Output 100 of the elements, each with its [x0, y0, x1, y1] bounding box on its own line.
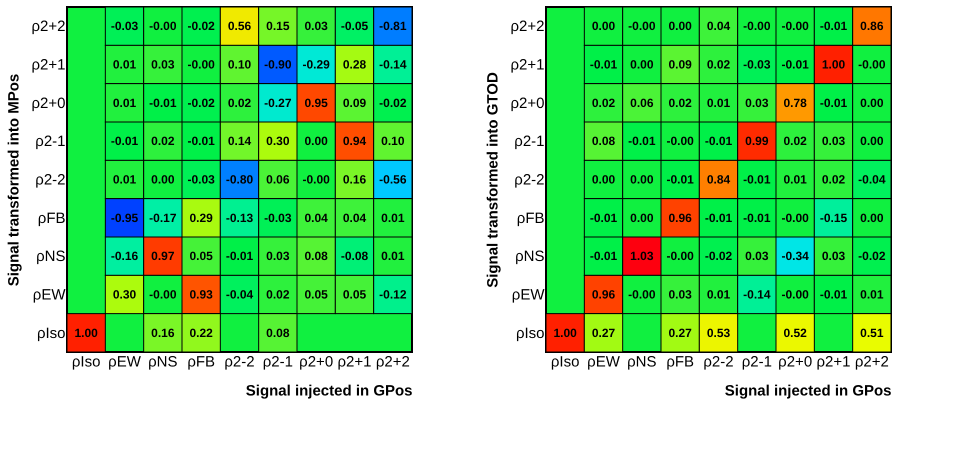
- data-label: -0.01: [628, 134, 656, 148]
- data-label: 0.02: [228, 96, 252, 110]
- data-label: 0.02: [783, 134, 808, 148]
- data-label: 0.02: [706, 58, 730, 72]
- data-label: 0.00: [630, 210, 654, 225]
- data-label: 0.06: [630, 96, 654, 110]
- data-label: 0.04: [304, 210, 328, 225]
- y-tick-label: ρFB: [516, 210, 544, 227]
- data-label: 0.96: [592, 288, 616, 302]
- data-label: 0.04: [342, 210, 366, 225]
- data-label: 0.01: [112, 172, 136, 186]
- data-label: 0.00: [592, 172, 616, 186]
- data-label: 0.95: [304, 96, 328, 110]
- data-label: -0.81: [379, 19, 407, 34]
- data-label: 0.01: [860, 288, 884, 302]
- data-label: 0.30: [266, 134, 290, 148]
- y-tick-label: ρ2-2: [35, 172, 66, 188]
- data-label: -0.01: [590, 58, 618, 72]
- data-label: 0.01: [381, 249, 405, 264]
- data-label: -0.01: [820, 96, 848, 110]
- data-label: 0.27: [668, 326, 692, 340]
- data-label: -0.01: [743, 210, 771, 225]
- data-label: -0.95: [110, 210, 138, 225]
- data-label: -0.00: [743, 19, 771, 34]
- x-tick-label: ρEW: [587, 354, 621, 370]
- data-label: -0.00: [149, 19, 177, 34]
- x-tick-label: ρ2-2: [703, 354, 734, 370]
- data-label: 0.00: [860, 134, 884, 148]
- y-tick-label: ρIso: [516, 324, 544, 342]
- data-label: 0.05: [189, 249, 214, 264]
- data-label: 0.00: [860, 210, 884, 225]
- data-label: -0.56: [379, 172, 407, 186]
- data-label: 0.03: [266, 249, 290, 264]
- data-label: -0.90: [264, 58, 292, 72]
- data-label: 0.02: [822, 172, 846, 186]
- data-label: -0.01: [590, 210, 618, 225]
- data-label: 0.09: [668, 58, 692, 72]
- data-label: 0.51: [860, 326, 884, 340]
- y-tick-label: ρ2-1: [35, 133, 66, 150]
- data-label: 0.08: [266, 326, 290, 340]
- data-label: -0.01: [110, 134, 138, 148]
- y-axis-title: Signal transformed into MPos: [6, 74, 23, 286]
- x-tick-label: ρ2+2: [854, 354, 889, 370]
- data-label: 0.78: [783, 96, 808, 110]
- data-label: 0.01: [381, 210, 405, 225]
- data-label: -0.02: [858, 249, 886, 264]
- data-label: 0.29: [189, 210, 214, 225]
- y-tick-label: ρ2+0: [32, 94, 66, 112]
- data-label: 1.00: [553, 326, 578, 340]
- data-label: -0.15: [820, 210, 848, 225]
- x-tick-label: ρFB: [187, 354, 216, 370]
- y-tick-label: ρ2-2: [514, 172, 544, 188]
- data-label: -0.00: [302, 172, 330, 186]
- data-label: 0.94: [342, 134, 366, 148]
- y-tick-label: ρ2+2: [32, 18, 66, 36]
- data-label: 0.00: [630, 172, 654, 186]
- data-label: -0.27: [264, 96, 292, 110]
- data-label: -0.01: [820, 19, 848, 34]
- data-label: -0.01: [781, 58, 810, 72]
- data-label: -0.34: [781, 249, 810, 264]
- data-label: -0.00: [149, 288, 177, 302]
- x-tick-label: ρIso: [550, 354, 580, 370]
- data-label: 0.00: [592, 19, 616, 34]
- data-label: 0.03: [304, 19, 328, 34]
- data-label: -0.17: [149, 210, 177, 225]
- data-label: -0.00: [781, 210, 810, 225]
- x-tick-label: ρNS: [148, 354, 178, 370]
- data-label: 0.86: [860, 19, 884, 34]
- data-label: 0.16: [151, 326, 175, 340]
- data-label: 0.03: [151, 58, 175, 72]
- data-label: 0.27: [592, 326, 616, 340]
- y-axis-title: Signal transformed into GTOD: [484, 72, 502, 288]
- data-label: 0.10: [381, 134, 405, 148]
- data-label: 0.09: [342, 96, 366, 110]
- data-label: 0.01: [706, 288, 730, 302]
- data-label: 0.10: [228, 58, 252, 72]
- data-label: 0.96: [668, 210, 692, 225]
- data-label: 0.00: [151, 172, 175, 186]
- data-label: 0.02: [266, 288, 290, 302]
- data-label: 0.16: [342, 172, 366, 186]
- data-label: 0.03: [745, 249, 769, 264]
- data-label: -0.16: [110, 249, 138, 264]
- data-label: -0.80: [226, 172, 254, 186]
- data-label: 0.02: [592, 96, 616, 110]
- data-label: -0.01: [590, 249, 618, 264]
- data-label: 0.84: [706, 172, 730, 186]
- data-label: -0.00: [666, 134, 694, 148]
- x-tick-label: ρ2-1: [262, 354, 293, 370]
- y-tick-label: ρEW: [32, 286, 66, 304]
- data-label: 0.28: [342, 58, 366, 72]
- data-label: -0.02: [187, 19, 216, 34]
- x-tick-label: ρIso: [72, 354, 100, 370]
- x-tick-label: ρFB: [666, 354, 694, 370]
- data-label: 0.05: [342, 288, 366, 302]
- data-label: 0.01: [112, 96, 136, 110]
- data-label: 0.02: [151, 134, 175, 148]
- data-label: -0.14: [379, 58, 407, 72]
- x-tick-label: ρ2+0: [778, 354, 812, 370]
- data-label: -0.01: [704, 210, 732, 225]
- data-label: -0.00: [187, 58, 216, 72]
